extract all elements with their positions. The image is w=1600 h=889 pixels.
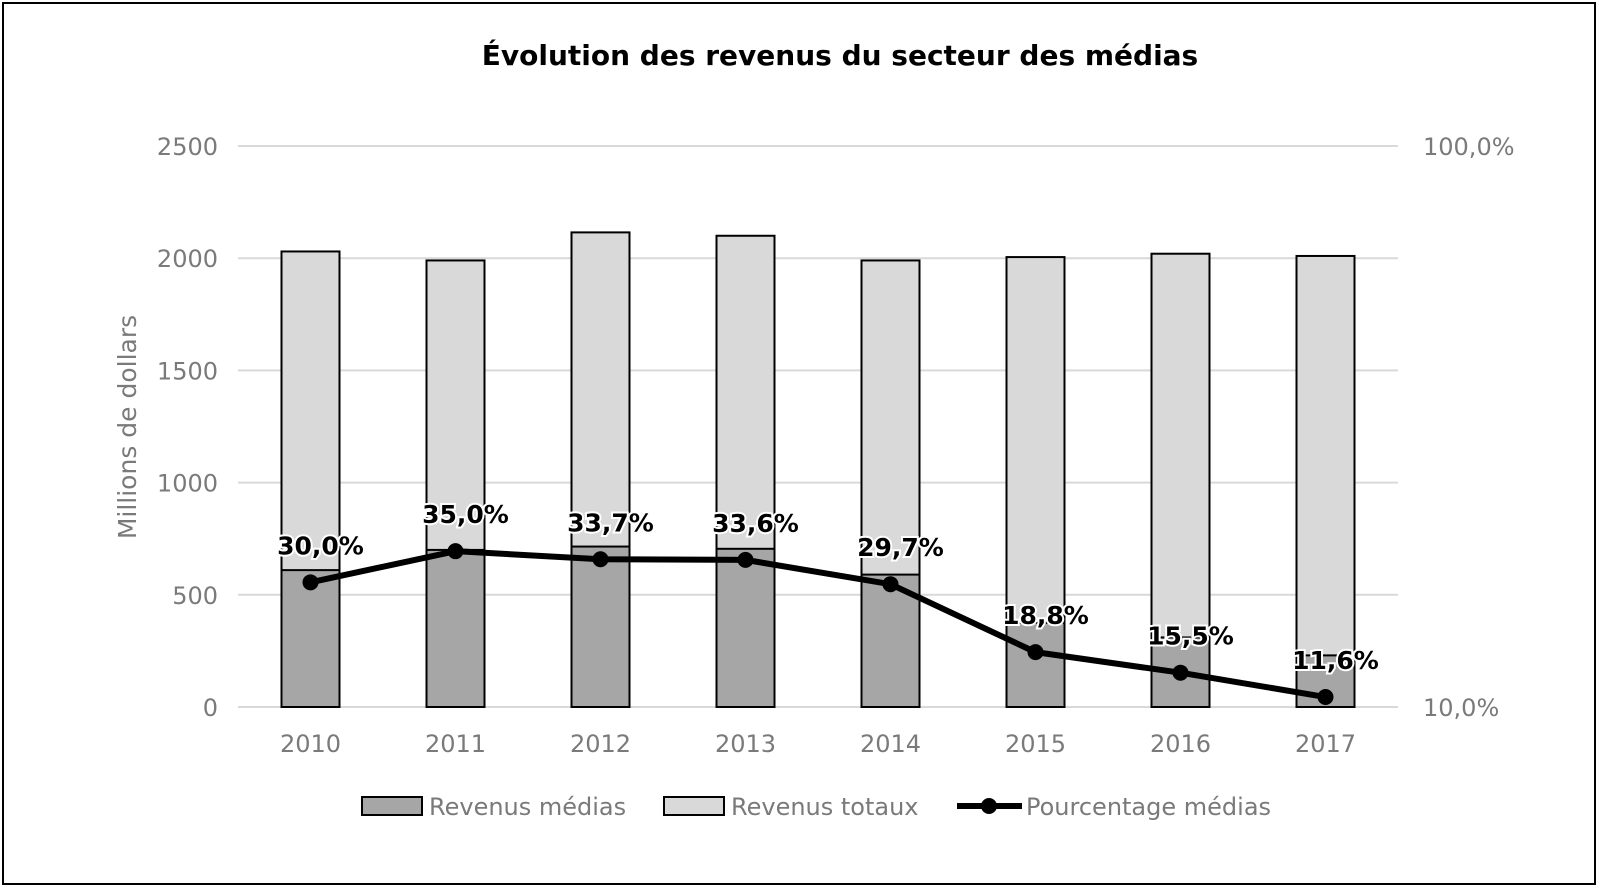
point-pourcentage-medias — [882, 576, 899, 593]
bar-revenus-totaux — [1295, 254, 1356, 708]
y-axis-label: Millions de dollars — [113, 315, 142, 539]
percentage-line: 30,0% 35,0% 33,7% 33,6% 29,7% 18,8% 15,5% 11,6% — [275, 498, 1381, 706]
chart-title: Évolution des revenus du secteur des méd… — [482, 38, 1198, 72]
y2-tick-label: 10,0% — [1423, 694, 1499, 722]
bar-revenus-medias — [570, 545, 631, 709]
x-tick-label: 2010 — [280, 730, 341, 758]
x-tick-label: 2013 — [715, 730, 776, 758]
axis-ticks: 0 500 1000 1500 2000 2500 10,0% 100,0% 2010 2011 2… — [157, 133, 1515, 758]
legend-label-revenus-totaux: Revenus totaux — [731, 793, 919, 821]
point-pourcentage-medias — [1172, 664, 1189, 681]
x-tick-label: 2012 — [570, 730, 631, 758]
bar-revenus-medias — [280, 569, 341, 709]
data-label-pourcentage: 11,6% — [1292, 646, 1379, 675]
legend-swatch-revenus-totaux — [663, 796, 725, 816]
x-tick-label: 2011 — [425, 730, 486, 758]
legend: Revenus médias Revenus totaux Pourcentage … — [361, 793, 1271, 821]
data-label-pourcentage: 29,7% — [857, 533, 944, 562]
data-label-pourcentage: 33,6% — [712, 509, 799, 538]
data-label-pourcentage: 15,5% — [1147, 622, 1234, 651]
point-pourcentage-medias — [1317, 689, 1334, 706]
data-label-pourcentage: 33,7% — [567, 508, 654, 537]
legend-label-pourcentage-medias: Pourcentage médias — [1026, 793, 1271, 821]
x-tick-label: 2016 — [1150, 730, 1211, 758]
data-label-pourcentage: 30,0% — [277, 531, 364, 560]
x-tick-label: 2017 — [1295, 730, 1356, 758]
bars — [280, 231, 1356, 709]
point-pourcentage-medias — [1027, 644, 1044, 661]
legend-marker-pourcentage-medias — [981, 798, 997, 814]
y-tick-label: 0 — [203, 694, 218, 722]
y-tick-label: 1500 — [157, 357, 218, 385]
line-pourcentage-medias — [309, 548, 1326, 700]
point-pourcentage-medias — [592, 551, 609, 568]
point-pourcentage-medias — [737, 551, 754, 568]
bar-revenus-medias — [715, 547, 776, 708]
x-tick-label: 2015 — [1005, 730, 1066, 758]
legend-swatch-revenus-medias — [361, 796, 423, 816]
bar-revenus-medias — [425, 548, 486, 708]
bar-revenus-totaux — [1150, 252, 1211, 708]
y-tick-label: 500 — [172, 582, 218, 610]
data-label-pourcentage: 18,8% — [1002, 601, 1089, 630]
y-tick-label: 2000 — [157, 245, 218, 273]
bar-revenus-medias — [1005, 621, 1066, 708]
x-tick-label: 2014 — [860, 730, 921, 758]
y2-tick-label: 100,0% — [1423, 133, 1515, 161]
legend-label-revenus-medias: Revenus médias — [429, 793, 626, 821]
y-tick-label: 2500 — [157, 133, 218, 161]
data-label-pourcentage: 35,0% — [422, 500, 509, 529]
y-tick-label: 1000 — [157, 470, 218, 498]
bar-revenus-medias — [860, 573, 921, 708]
point-pourcentage-medias — [447, 543, 464, 560]
point-pourcentage-medias — [302, 574, 319, 591]
